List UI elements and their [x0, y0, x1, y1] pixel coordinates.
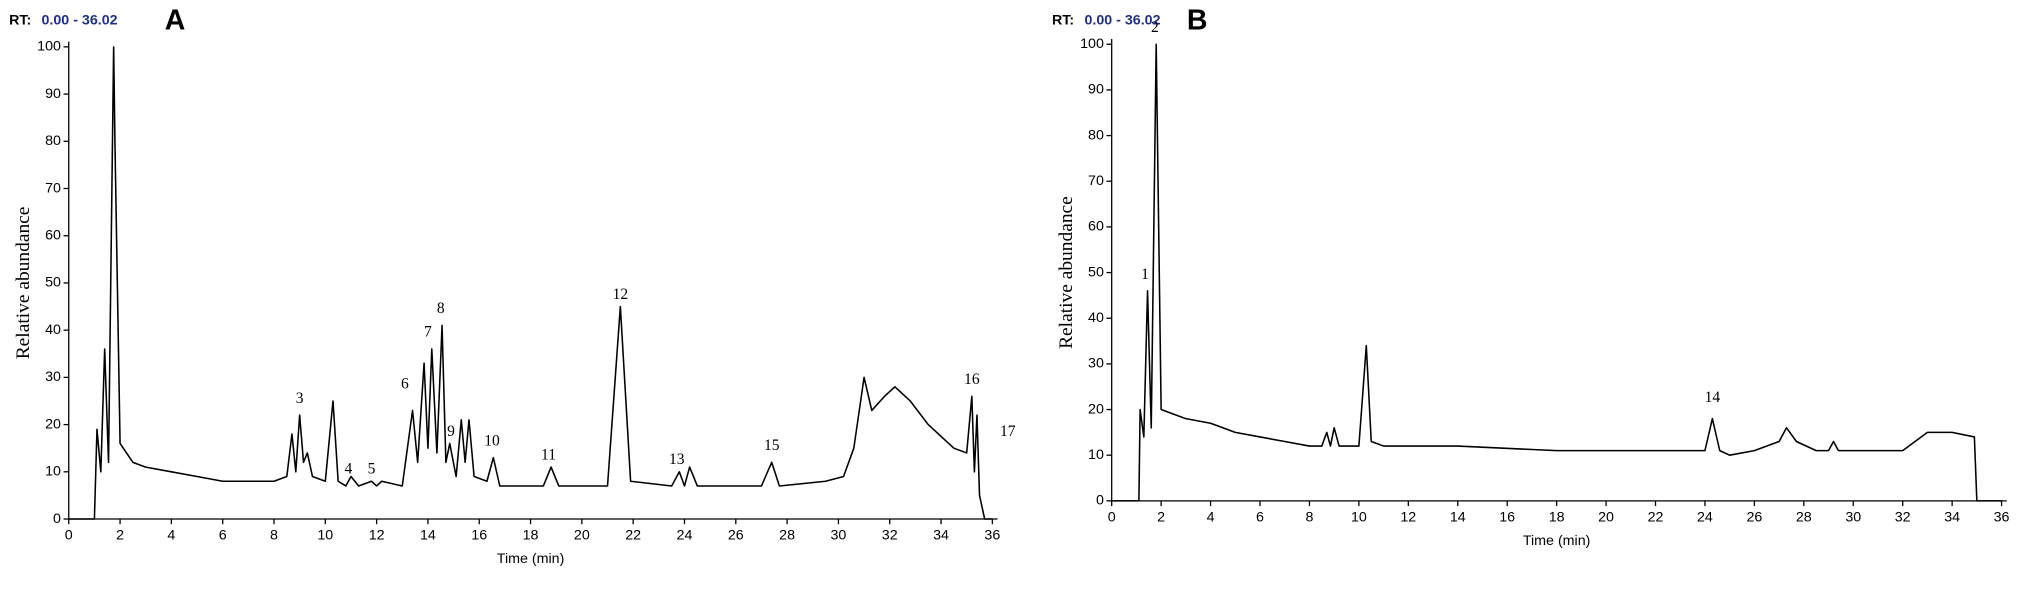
peak-label: 17 — [1000, 423, 1016, 440]
x-tick-label: 32 — [882, 528, 898, 544]
x-tick-label: 28 — [1796, 509, 1812, 525]
peak-label: 15 — [764, 437, 780, 454]
peak-label: 3 — [296, 390, 304, 407]
y-tick-label: 50 — [1088, 264, 1104, 280]
x-tick-label: 0 — [1108, 509, 1116, 525]
x-tick-label: 20 — [574, 528, 590, 544]
y-tick-label: 100 — [1080, 36, 1104, 52]
x-tick-label: 12 — [1400, 509, 1416, 525]
peak-label: 1 — [1141, 266, 1149, 283]
x-tick-label: 26 — [728, 528, 744, 544]
x-tick-label: 24 — [1697, 509, 1713, 525]
x-tick-label: 32 — [1895, 509, 1911, 525]
y-tick-label: 80 — [1088, 127, 1104, 143]
x-tick-label: 24 — [677, 528, 693, 544]
x-tick-label: 6 — [1256, 509, 1264, 525]
y-tick-label: 20 — [1088, 401, 1104, 417]
peak-label: 8 — [437, 300, 445, 317]
y-tick-label: 100 — [37, 39, 61, 55]
x-tick-label: 14 — [1450, 509, 1466, 525]
x-tick-label: 16 — [471, 528, 487, 544]
y-tick-label: 0 — [53, 511, 61, 527]
peak-label: 4 — [345, 461, 353, 478]
x-tick-label: 8 — [1305, 509, 1313, 525]
x-tick-label: 10 — [317, 528, 333, 544]
rt-label: RT: — [9, 13, 31, 29]
y-axis-label: Relative abundance — [13, 207, 34, 360]
x-tick-label: 28 — [779, 528, 795, 544]
y-tick-label: 70 — [45, 180, 61, 196]
rt-range: 0.00 - 36.02 — [42, 13, 118, 29]
x-tick-label: 18 — [523, 528, 539, 544]
x-tick-label: 4 — [167, 528, 175, 544]
x-tick-label: 18 — [1549, 509, 1565, 525]
y-tick-label: 50 — [45, 275, 61, 291]
x-tick-label: 10 — [1351, 509, 1367, 525]
y-tick-label: 0 — [1096, 493, 1104, 509]
x-tick-label: 34 — [1944, 509, 1960, 525]
x-tick-label: 0 — [65, 528, 73, 544]
y-tick-label: 90 — [45, 86, 61, 102]
peak-label: 6 — [401, 376, 409, 393]
trace — [68, 46, 993, 520]
peak-label: 7 — [424, 324, 432, 341]
trace — [1111, 43, 2002, 502]
panel-label: A — [165, 5, 186, 37]
x-tick-label: 2 — [1157, 509, 1165, 525]
y-tick-label: 20 — [45, 416, 61, 432]
y-tick-label: 60 — [45, 227, 61, 243]
y-axis-label: Relative abundance — [1056, 196, 1077, 349]
peak-label: 10 — [484, 432, 500, 449]
x-tick-label: 30 — [830, 528, 846, 544]
panel-label: B — [1187, 5, 1208, 37]
x-tick-label: 12 — [369, 528, 385, 544]
y-tick-label: 10 — [45, 464, 61, 480]
x-tick-label: 26 — [1746, 509, 1762, 525]
rt-range: 0.00 - 36.02 — [1084, 13, 1160, 29]
y-tick-label: 90 — [1088, 82, 1104, 98]
x-tick-label: 36 — [984, 528, 1000, 544]
y-tick-label: 40 — [45, 322, 61, 338]
x-tick-label: 2 — [116, 528, 124, 544]
x-tick-label: 22 — [625, 528, 641, 544]
peak-label: 13 — [669, 451, 685, 468]
x-axis-label: Time (min) — [1523, 533, 1591, 549]
peak-label: 2 — [1151, 19, 1159, 36]
y-tick-label: 80 — [45, 133, 61, 149]
x-tick-label: 8 — [270, 528, 278, 544]
x-tick-label: 36 — [1994, 509, 2010, 525]
x-tick-label: 14 — [420, 528, 436, 544]
peak-label: 5 — [368, 461, 376, 478]
x-tick-label: 16 — [1499, 509, 1515, 525]
x-tick-label: 34 — [933, 528, 949, 544]
peak-label: 9 — [447, 423, 455, 440]
y-tick-label: 30 — [45, 369, 61, 385]
y-tick-label: 30 — [1088, 356, 1104, 372]
rt-label: RT: — [1052, 13, 1074, 29]
x-tick-label: 30 — [1845, 509, 1861, 525]
peak-label: 11 — [541, 446, 556, 463]
y-tick-label: 10 — [1088, 447, 1104, 463]
x-tick-label: 22 — [1648, 509, 1664, 525]
x-tick-label: 6 — [219, 528, 227, 544]
x-axis-label: Time (min) — [497, 551, 565, 567]
y-tick-label: 70 — [1088, 173, 1104, 189]
peak-label: 12 — [613, 286, 629, 303]
x-tick-label: 4 — [1207, 509, 1215, 525]
peak-label: 16 — [964, 371, 980, 388]
peak-label: 14 — [1705, 389, 1721, 406]
x-tick-label: 20 — [1598, 509, 1614, 525]
y-tick-label: 60 — [1088, 219, 1104, 235]
y-tick-label: 40 — [1088, 310, 1104, 326]
